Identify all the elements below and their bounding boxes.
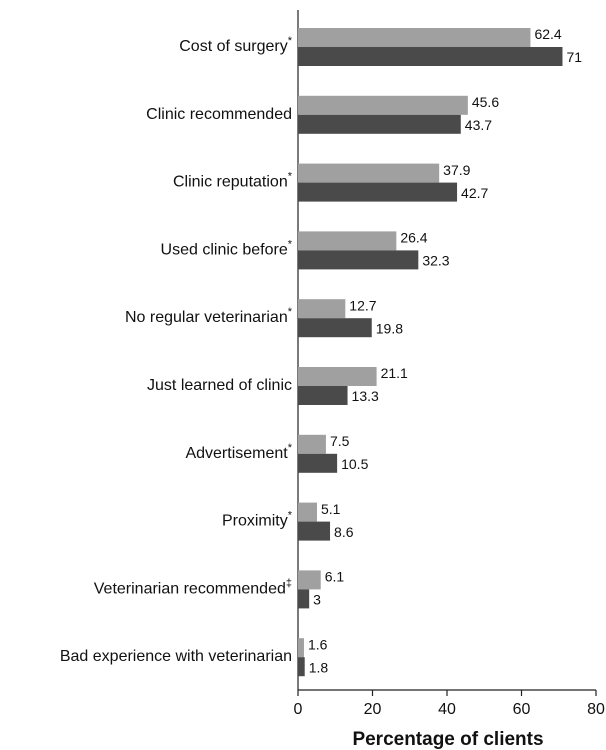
value-label: 26.4 bbox=[400, 230, 427, 246]
bar bbox=[298, 386, 348, 405]
value-label: 62.4 bbox=[534, 26, 561, 42]
bar bbox=[298, 589, 310, 609]
value-label: 13.3 bbox=[352, 388, 379, 404]
category-name: No regular veterinarian bbox=[125, 309, 288, 326]
category-name: Veterinarian recommended bbox=[94, 581, 286, 598]
x-tick-label: 0 bbox=[294, 701, 303, 718]
category-marker: * bbox=[288, 171, 293, 183]
category-marker: * bbox=[288, 510, 293, 522]
value-label: 6.1 bbox=[325, 569, 345, 585]
bar bbox=[298, 114, 461, 134]
category-label: Used clinic before* bbox=[161, 238, 293, 258]
bar bbox=[298, 521, 331, 541]
x-axis-title: Percentage of clients bbox=[352, 729, 543, 750]
bar bbox=[298, 434, 326, 454]
bar bbox=[298, 453, 338, 473]
category-label: Veterinarian recommended‡ bbox=[94, 577, 292, 597]
bar bbox=[298, 657, 305, 677]
category-name: Used clinic before bbox=[161, 242, 288, 259]
value-label: 8.6 bbox=[334, 524, 354, 540]
category-name: Proximity bbox=[222, 513, 288, 530]
category-label: Cost of surgery* bbox=[179, 35, 292, 55]
bar bbox=[298, 182, 458, 202]
x-tick-label: 80 bbox=[587, 701, 605, 718]
bar bbox=[298, 250, 419, 270]
value-label: 7.5 bbox=[330, 433, 350, 449]
bar bbox=[298, 28, 531, 47]
bar bbox=[298, 638, 304, 658]
bar bbox=[298, 318, 372, 338]
value-label: 19.8 bbox=[376, 320, 403, 336]
value-label: 45.6 bbox=[472, 94, 499, 110]
category-label: No regular veterinarian* bbox=[125, 306, 293, 326]
category-name: Advertisement bbox=[185, 445, 288, 462]
bar bbox=[298, 95, 468, 115]
category-label: Just learned of clinic bbox=[147, 377, 292, 394]
value-label: 1.8 bbox=[309, 659, 329, 675]
category-name: Clinic recommended bbox=[146, 106, 292, 123]
value-label: 12.7 bbox=[349, 297, 376, 313]
bar bbox=[298, 47, 563, 66]
category-label: Bad experience with veterinarian bbox=[60, 648, 292, 665]
category-marker: * bbox=[288, 306, 293, 318]
bar bbox=[298, 570, 321, 590]
category-label: Advertisement* bbox=[185, 442, 292, 462]
value-label: 10.5 bbox=[341, 456, 368, 472]
bar bbox=[298, 299, 346, 319]
category-marker: * bbox=[288, 35, 293, 47]
value-label: 5.1 bbox=[321, 501, 341, 517]
bar bbox=[298, 502, 317, 522]
category-name: Clinic reputation bbox=[173, 174, 288, 191]
category-marker: ‡ bbox=[286, 577, 292, 589]
value-label: 1.6 bbox=[308, 636, 328, 652]
category-marker: * bbox=[288, 442, 293, 454]
category-label: Clinic recommended bbox=[146, 106, 292, 123]
x-tick-label: 40 bbox=[438, 701, 456, 718]
category-marker: * bbox=[288, 238, 293, 250]
bar bbox=[298, 367, 377, 386]
bar bbox=[298, 163, 440, 183]
category-label: Clinic reputation* bbox=[173, 171, 293, 191]
category-name: Cost of surgery bbox=[179, 38, 287, 55]
value-label: 3 bbox=[313, 592, 321, 608]
category-name: Bad experience with veterinarian bbox=[60, 648, 292, 665]
value-label: 21.1 bbox=[381, 365, 408, 381]
value-label: 43.7 bbox=[465, 117, 492, 133]
x-tick-label: 20 bbox=[364, 701, 382, 718]
category-name: Just learned of clinic bbox=[147, 377, 292, 394]
x-tick-label: 60 bbox=[513, 701, 531, 718]
value-label: 42.7 bbox=[461, 185, 488, 201]
value-label: 32.3 bbox=[422, 253, 449, 269]
category-label: Proximity* bbox=[222, 510, 293, 530]
value-label: 37.9 bbox=[443, 162, 470, 178]
value-label: 71 bbox=[566, 49, 582, 65]
bar bbox=[298, 231, 397, 251]
